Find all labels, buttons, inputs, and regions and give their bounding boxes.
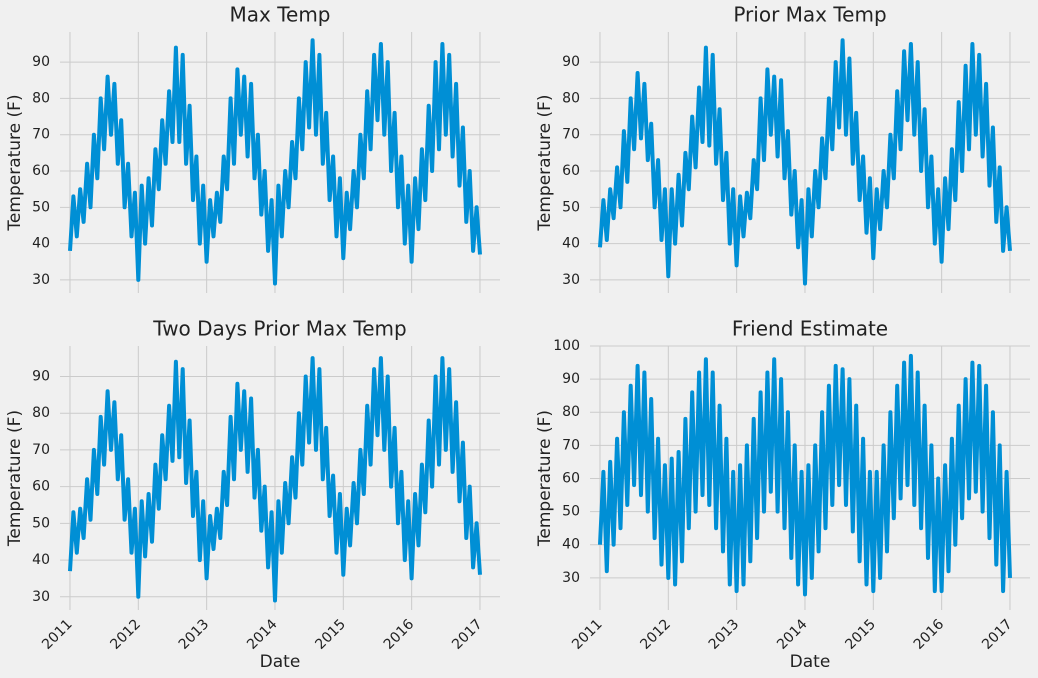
x-tick-label: 2011: [569, 616, 606, 653]
x-axis-label: Date: [260, 652, 301, 672]
y-tick-label: 90: [32, 54, 50, 70]
chart-title: Friend Estimate: [732, 317, 888, 341]
x-tick-label: 2013: [176, 616, 213, 653]
y-tick-label: 50: [32, 199, 50, 215]
y-tick-label: 40: [562, 537, 580, 553]
line: [598, 353, 1012, 597]
y-tick-label: 60: [562, 163, 580, 179]
y-tick-label: 50: [562, 199, 580, 215]
x-tick-label: 2015: [312, 616, 349, 653]
x-tick-label: 2017: [449, 616, 486, 653]
y-tick-label: 30: [562, 570, 580, 586]
x-tick-label: 2015: [842, 616, 879, 653]
chart-title: Two Days Prior Max Temp: [152, 317, 406, 341]
x-tick-label: 2016: [381, 616, 418, 653]
x-tick-label: 2014: [774, 616, 811, 653]
y-tick-label: 30: [562, 272, 580, 288]
y-tick-label: 50: [562, 504, 580, 520]
y-tick-label: 100: [553, 338, 580, 354]
chart-title: Prior Max Temp: [733, 3, 886, 27]
y-tick-label: 90: [562, 54, 580, 70]
y-axis-label: Temperature (F): [5, 94, 25, 231]
y-tick-label: 50: [32, 515, 50, 531]
chart-title: Max Temp: [229, 3, 330, 27]
x-tick-label: 2014: [244, 616, 281, 653]
line: [598, 38, 1012, 286]
y-tick-label: 80: [562, 90, 580, 106]
y-tick-label: 90: [32, 368, 50, 384]
y-axis-label: Temperature (F): [535, 410, 555, 547]
y-tick-label: 60: [562, 470, 580, 486]
y-tick-label: 40: [32, 236, 50, 252]
y-tick-label: 80: [562, 404, 580, 420]
y-tick-label: 60: [32, 479, 50, 495]
y-tick-label: 70: [32, 127, 50, 143]
y-axis-label: Temperature (F): [535, 94, 555, 231]
x-axis-label: Date: [790, 652, 831, 672]
x-tick-label: 2012: [107, 616, 144, 653]
y-tick-label: 60: [32, 163, 50, 179]
y-axis-label: Temperature (F): [5, 410, 25, 547]
y-tick-label: 90: [562, 371, 580, 387]
y-tick-label: 30: [32, 272, 50, 288]
y-tick-label: 70: [562, 127, 580, 143]
line: [68, 356, 482, 603]
y-tick-label: 30: [32, 589, 50, 605]
y-tick-label: 80: [32, 405, 50, 421]
x-tick-label: 2016: [911, 616, 948, 653]
y-tick-label: 70: [32, 442, 50, 458]
x-tick-label: 2012: [637, 616, 674, 653]
y-tick-label: 40: [562, 236, 580, 252]
y-tick-label: 70: [562, 437, 580, 453]
y-tick-label: 40: [32, 552, 50, 568]
x-tick-label: 2013: [706, 616, 743, 653]
line: [68, 38, 482, 286]
x-tick-label: 2011: [39, 616, 76, 653]
y-tick-label: 80: [32, 90, 50, 106]
x-tick-label: 2017: [979, 616, 1016, 653]
